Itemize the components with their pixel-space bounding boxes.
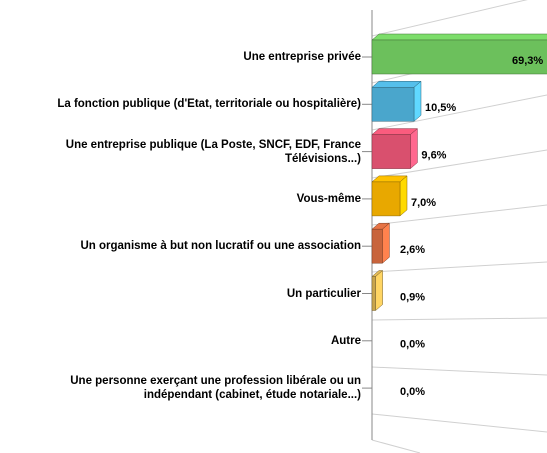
category-label: Autre [330,334,361,347]
value-label: 0,9% [400,291,425,303]
bar-front [371,134,411,169]
bar [371,222,391,264]
category-label: Une personne exerçant une profession lib… [70,375,361,402]
bar-side [413,80,422,122]
value-label: 0,0% [400,386,425,398]
bar [371,175,408,217]
bar-side [399,175,408,217]
value-label: 9,6% [421,150,446,162]
bar [371,128,419,170]
bar-front [371,87,415,122]
bar-front [371,181,401,217]
value-label: 2,6% [400,244,425,256]
bar-front [371,39,547,75]
bar-front [371,276,376,311]
category-label: Un organisme à but non lucratif ou une a… [80,240,361,253]
bar [371,33,547,75]
category-label: Vous-même [296,192,361,205]
category-label: Un particulier [286,287,361,300]
bar-top [371,81,422,88]
bar-front [371,228,383,264]
value-label: 10,5% [425,102,456,114]
value-label: 7,0% [411,197,436,209]
value-label: 69,3% [512,55,543,67]
bar-side [375,269,383,312]
category-label: La fonction publique (d'Etat, territoria… [57,98,361,111]
category-label: Une entreprise publique (La Poste, SNCF,… [65,138,361,165]
category-label: Une entreprise privée [243,51,361,63]
floor-grid [371,0,547,453]
bar-side [382,222,390,264]
value-label: 0,0% [400,339,425,351]
bar-side [410,128,418,170]
bar-top [371,33,547,41]
bar-top [371,128,419,135]
bar [371,269,384,312]
bar [371,80,422,122]
